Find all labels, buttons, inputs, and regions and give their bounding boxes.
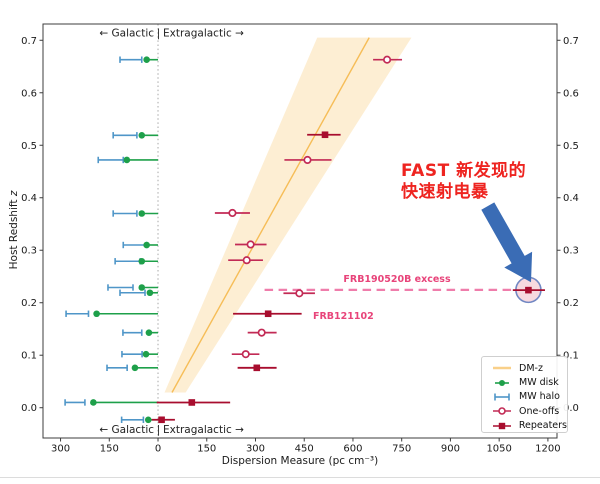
y-tick-label-left: 0.3 xyxy=(21,246,37,257)
mw-disk-point xyxy=(123,156,131,164)
mw-disk-point xyxy=(138,284,146,291)
y-tick-label-right: 0.3 xyxy=(563,246,579,257)
mw-disk-marker-swatch-icon xyxy=(495,379,509,386)
legend-item-mw-disk: MW disk xyxy=(487,375,567,389)
legend-item-mw-halo: MW halo xyxy=(487,390,567,404)
frb190520b-excess-label: FRB190520B excess xyxy=(343,274,451,285)
x-tick-label: 0 xyxy=(155,444,161,455)
repeater-point xyxy=(264,310,272,318)
x-tick-label: 600 xyxy=(343,444,362,455)
fast-discovery-annotation: FAST 新发现的 快速射电暴 xyxy=(401,161,561,202)
y-tick-label-left: 0.4 xyxy=(21,193,37,204)
repeater-point xyxy=(188,399,196,406)
y-tick-label-left: 0.7 xyxy=(21,36,37,47)
x-tick-label: 150 xyxy=(100,444,119,455)
repeaters-series xyxy=(151,131,545,424)
repeater-point xyxy=(321,131,329,139)
x-axis-title: Dispersion Measure (pc cm⁻³) xyxy=(221,455,379,467)
repeaters-marker-swatch-icon xyxy=(493,422,511,429)
x-tick-label: 300 xyxy=(246,444,265,455)
page-bottom-divider xyxy=(0,477,600,478)
mw-disk-point xyxy=(138,210,146,217)
legend-item-repeaters: Repeaters xyxy=(487,419,567,433)
fast-annotation-line1: FAST 新发现的 xyxy=(401,161,527,181)
x-tick-label: 150 xyxy=(197,444,216,455)
y-axis-title-text: Host Redshift xyxy=(8,199,20,270)
legend: DM-z MW disk MW halo One-offs xyxy=(481,356,568,433)
legend-item-dm-z: DM-z xyxy=(487,361,567,375)
one-off-point xyxy=(246,240,255,249)
legend-label: DM-z xyxy=(519,362,543,374)
mw-disk-point xyxy=(93,310,100,318)
mw-disk-point xyxy=(144,416,152,424)
one-off-point xyxy=(257,328,266,337)
x-tick-label: 450 xyxy=(295,444,314,455)
mw-disk-point xyxy=(138,131,146,139)
y-tick-label-right: 0.5 xyxy=(563,141,579,152)
y-axis-title-italic-z: z xyxy=(8,190,20,197)
one-off-point xyxy=(303,155,312,165)
y-tick-label-right: 0.6 xyxy=(563,88,579,99)
axes: 300 150 0 150 300 450 600 750 900 1050 1200 0.0 0.0 0… xyxy=(21,23,579,455)
legend-label: One-offs xyxy=(519,405,560,417)
bottom-axis-note-galactic: ← Galactic xyxy=(99,424,154,436)
legend-label: Repeaters xyxy=(518,420,567,432)
y-tick-label-right: 0.2 xyxy=(563,298,579,309)
mw-disk-point xyxy=(142,350,150,358)
mw-disk-point xyxy=(90,399,97,406)
dm-z-line-swatch-icon xyxy=(493,366,511,370)
dm-z-band xyxy=(164,37,412,393)
mw-disk-series xyxy=(90,56,159,424)
callout-arrow xyxy=(481,202,533,283)
x-tick-label: 750 xyxy=(392,444,411,455)
y-tick-label-left: 0.1 xyxy=(21,351,37,362)
one-off-point xyxy=(228,208,237,218)
x-tick-label: 300 xyxy=(51,444,70,455)
mw-disk-point xyxy=(146,289,154,297)
frb121102-label: FRB121102 xyxy=(313,311,374,322)
mw-disk-point xyxy=(138,257,146,265)
one-off-point xyxy=(242,256,251,265)
mw-halo-errorbar-swatch-icon xyxy=(494,393,510,401)
repeater-point xyxy=(253,364,261,372)
repeater-point xyxy=(158,416,165,424)
mw-disk-point xyxy=(145,329,153,336)
fast-annotation-line2: 快速射电暴 xyxy=(401,181,489,202)
mw-disk-point xyxy=(131,364,139,372)
one-off-point xyxy=(295,289,304,298)
y-tick-label-right: 0.4 xyxy=(563,193,579,204)
one-offs-series xyxy=(214,55,403,359)
one-off-point xyxy=(383,55,392,64)
legend-label: MW halo xyxy=(519,391,560,403)
top-axis-note-galactic: ← Galactic xyxy=(99,28,154,40)
top-axis-note-extragalactic: Extragalactic → xyxy=(163,28,244,40)
y-tick-label-right: 0.7 xyxy=(563,36,579,47)
x-tick-label: 900 xyxy=(441,444,460,455)
bottom-axis-note-extragalactic: Extragalactic → xyxy=(163,424,244,436)
y-tick-label-left: 0.0 xyxy=(21,403,37,414)
y-tick-label-left: 0.2 xyxy=(21,298,37,309)
callout-arrow-icon xyxy=(481,202,533,283)
y-axis-title: Host Redshift z xyxy=(8,162,24,298)
y-tick-label-right: 0.0 xyxy=(563,403,579,414)
x-tick-label: 1050 xyxy=(486,444,511,455)
one-offs-marker-swatch-icon xyxy=(493,407,511,416)
legend-label: MW disk xyxy=(519,377,559,389)
mw-disk-point xyxy=(143,56,150,63)
plot-annotations: ← Galactic | Extragalactic →← Galactic | Ext… xyxy=(99,28,451,437)
x-tick-label: 1200 xyxy=(535,444,560,455)
y-tick-label-right: 0.1 xyxy=(563,351,579,362)
one-off-point xyxy=(241,350,250,359)
y-tick-label-left: 0.5 xyxy=(21,141,37,152)
top-axis-note-divider: | xyxy=(157,28,161,40)
bottom-axis-note-divider: | xyxy=(157,424,161,436)
frb190520b-point xyxy=(525,286,532,294)
mw-disk-point xyxy=(143,241,150,249)
legend-item-one-offs: One-offs xyxy=(487,404,567,418)
y-tick-label-left: 0.6 xyxy=(21,88,37,99)
